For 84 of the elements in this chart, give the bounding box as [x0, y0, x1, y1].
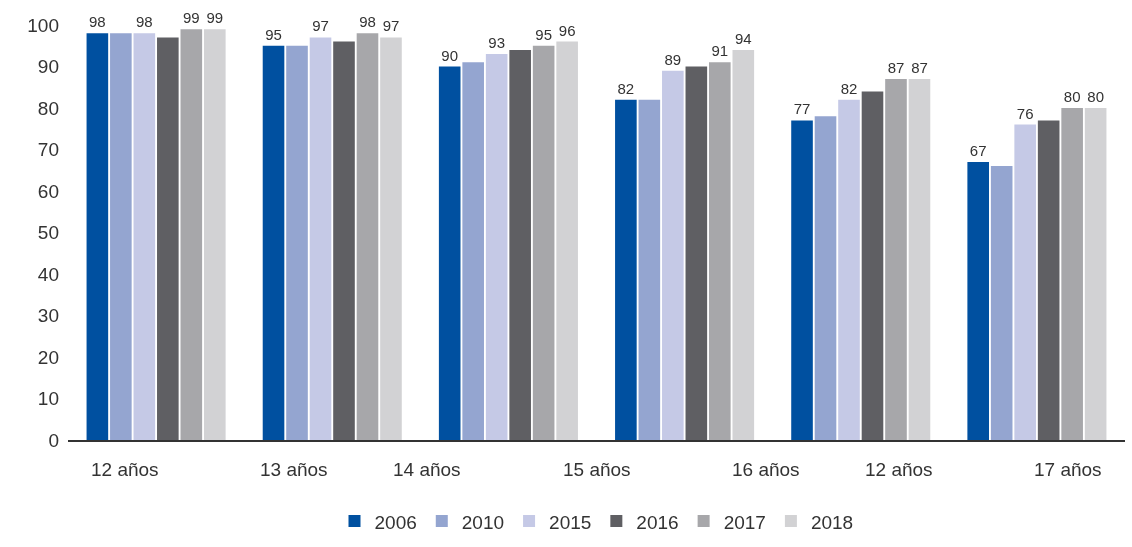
bar — [204, 29, 226, 440]
bar — [110, 33, 132, 440]
data-label: 98 — [359, 13, 376, 31]
bar — [462, 62, 484, 440]
bar — [685, 66, 708, 440]
bar — [309, 37, 332, 440]
bar — [838, 99, 860, 440]
bar — [990, 166, 1013, 440]
data-label: 94 — [734, 29, 752, 47]
text: 17 años — [1034, 459, 1102, 480]
y-tick-label: 100 — [27, 14, 59, 36]
legend-label: 2016 — [636, 511, 679, 533]
data-label: 93 — [488, 34, 506, 52]
text: 13 años — [260, 459, 328, 480]
legend-label: 2010 — [461, 511, 505, 533]
data-label: 77 — [793, 100, 811, 118]
bar — [532, 45, 555, 440]
text: 12 años — [91, 459, 159, 480]
data-label: 99 — [182, 9, 200, 27]
data-label: 95 — [265, 25, 282, 43]
data-label: 97 — [312, 17, 329, 35]
y-tick-label: 0 — [48, 429, 59, 451]
data-label: 91 — [711, 42, 729, 60]
bar — [333, 41, 355, 440]
text: 16 años — [732, 459, 800, 480]
bar — [86, 33, 109, 440]
bar — [380, 37, 402, 440]
data-label: 95 — [535, 25, 552, 43]
bar — [485, 54, 508, 440]
bar — [133, 33, 156, 440]
data-label: 98 — [89, 13, 106, 31]
bar — [732, 49, 755, 440]
text: 12 años — [865, 459, 933, 480]
y-tick-label: 90 — [37, 56, 59, 78]
data-label: 80 — [1087, 88, 1104, 105]
y-tick-label: 10 — [37, 388, 59, 410]
data-label: 90 — [441, 46, 459, 64]
bar — [509, 49, 531, 440]
bar — [791, 120, 813, 440]
bar — [814, 116, 837, 440]
data-label: 89 — [664, 50, 682, 68]
data-label: 97 — [382, 17, 400, 35]
bar — [1061, 108, 1083, 440]
bar — [861, 91, 884, 440]
bar — [356, 33, 379, 440]
bar — [638, 99, 661, 440]
bar — [662, 70, 684, 440]
data-label: 80 — [1063, 88, 1081, 105]
data-label: 82 — [840, 79, 858, 97]
bar — [556, 41, 578, 440]
y-tick-label: 20 — [37, 346, 59, 368]
data-label: 96 — [558, 21, 576, 39]
legend-label: 2006 — [374, 511, 417, 533]
bar — [438, 66, 461, 440]
y-tick-label: 50 — [37, 222, 59, 244]
bar — [885, 78, 907, 440]
data-label: 87 — [911, 58, 928, 76]
y-tick-label: 60 — [37, 180, 59, 202]
data-label: 98 — [135, 13, 153, 31]
y-tick-label: 40 — [37, 263, 59, 285]
bar — [1014, 124, 1036, 440]
bar — [709, 62, 731, 440]
y-tick-label: 30 — [37, 305, 59, 327]
text: 14 años — [393, 459, 461, 480]
bar — [1037, 120, 1060, 440]
bar — [262, 45, 285, 440]
legend-label: 2015 — [549, 511, 592, 533]
bar — [908, 78, 931, 440]
bar — [286, 45, 308, 440]
text: 15 años — [563, 459, 631, 480]
data-label: 99 — [206, 9, 224, 27]
legend-label: 2017 — [723, 511, 766, 533]
y-tick-label: 80 — [37, 97, 59, 119]
data-label: 67 — [969, 141, 987, 159]
data-label: 87 — [887, 58, 905, 76]
bar — [157, 37, 179, 440]
bar — [615, 99, 637, 440]
legend-label: 2018 — [810, 511, 854, 533]
y-tick-label: 70 — [37, 139, 59, 161]
bar — [180, 29, 203, 440]
data-label: 82 — [617, 79, 635, 97]
data-label: 76 — [1016, 104, 1034, 122]
bar — [1084, 108, 1107, 440]
bar — [967, 161, 989, 440]
